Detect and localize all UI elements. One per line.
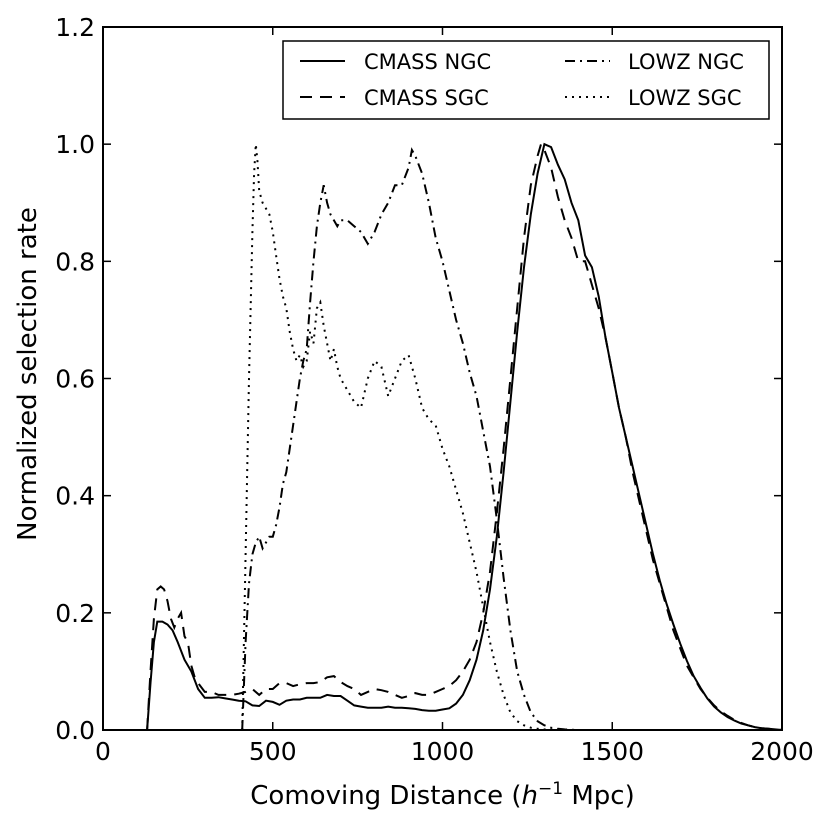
axis-ticks: 0 500 1000 1500 2000 0.0 0.2 0.4 0.6 0.8 1.0 1.2 (55, 13, 814, 766)
y-axis-label: Normalized selection rate (13, 207, 43, 541)
y-tick-label: 0.8 (55, 247, 95, 276)
x-axis-label-prefix: Comoving Distance ( (250, 781, 521, 811)
x-axis-label-suffix: Mpc) (563, 781, 635, 811)
x-tick-label: 500 (249, 737, 297, 766)
y-tick-label: 0.2 (55, 599, 95, 628)
y-tick-label: 0.6 (55, 365, 95, 394)
series-line-cmass-sgc (146, 141, 783, 731)
x-tick-label: 2000 (750, 737, 814, 766)
x-tick-label: 0 (95, 737, 111, 766)
x-axis-label-unit-base: h (522, 781, 538, 811)
legend-label-cmass-sgc: CMASS SGC (364, 86, 489, 110)
plot-area (146, 141, 783, 731)
series-line-lowz-ngc (241, 147, 579, 731)
legend-label-lowz-ngc: LOWZ NGC (628, 50, 744, 74)
x-tick-label: 1000 (411, 737, 475, 766)
x-tick-label: 1500 (580, 737, 644, 766)
y-tick-label: 0.4 (55, 482, 95, 511)
x-axis-label: Comoving Distance (h−1 Mpc) (250, 779, 634, 811)
y-tick-label: 0.0 (55, 716, 95, 745)
legend-box (282, 40, 770, 120)
x-axis-label-unit-exp: −1 (538, 779, 563, 799)
legend-label-cmass-ngc: CMASS NGC (364, 50, 491, 74)
legend-label-lowz-sgc: LOWZ SGC (628, 86, 742, 110)
y-tick-label: 1.0 (55, 130, 95, 159)
y-tick-label: 1.2 (55, 13, 95, 42)
series-line-cmass-ngc (146, 142, 783, 731)
legend: CMASS NGC CMASS SGC LOWZ NGC LOWZ SGC (282, 40, 770, 120)
